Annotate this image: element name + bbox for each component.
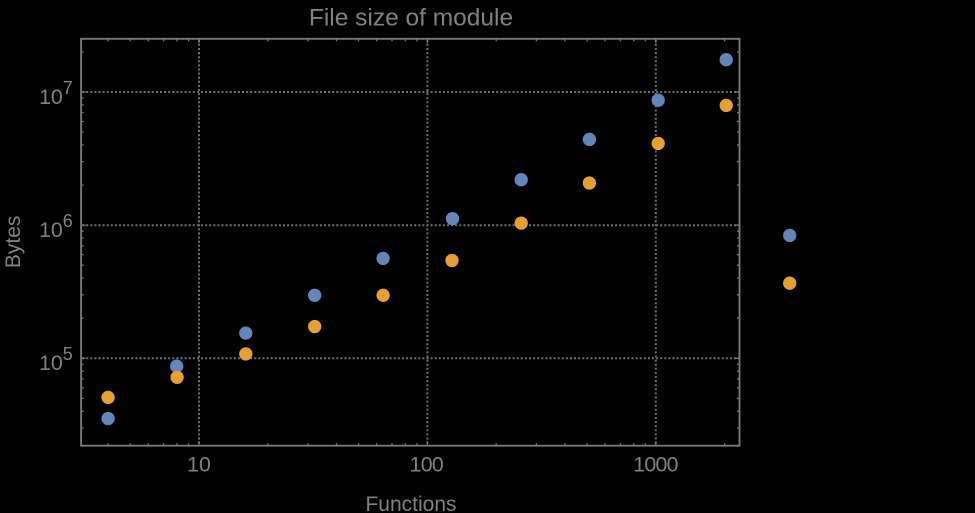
svg-text:File size of module: File size of module <box>309 4 513 31</box>
svg-text:Bytes: Bytes <box>2 216 25 269</box>
svg-text:1000: 1000 <box>633 453 678 477</box>
svg-text:10: 10 <box>187 453 211 477</box>
svg-text:Functions: Functions <box>365 493 456 513</box>
svg-text:100: 100 <box>410 453 444 477</box>
